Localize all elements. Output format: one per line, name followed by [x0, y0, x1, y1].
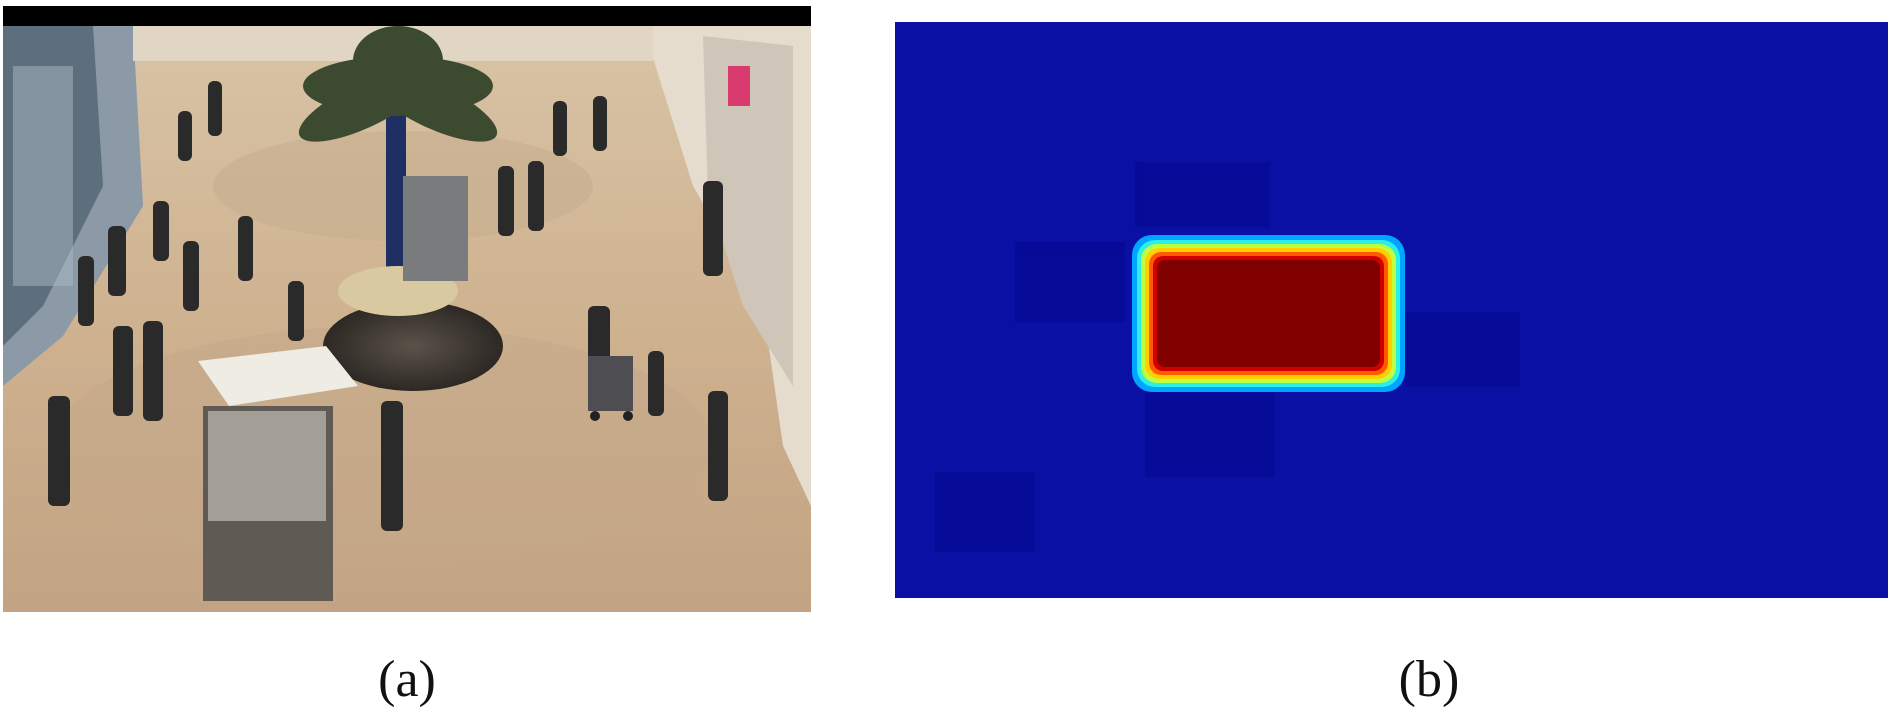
panel-b-caption: (b): [1398, 651, 1460, 708]
heatmap: [895, 22, 1888, 598]
panel-a-caption: (a): [378, 651, 436, 708]
mall-photo: [3, 6, 811, 612]
